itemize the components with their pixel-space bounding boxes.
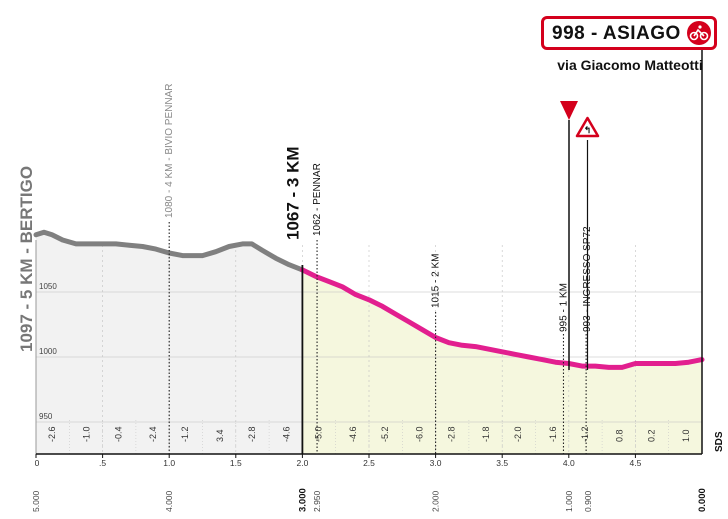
profile-line-layer — [33, 229, 705, 370]
gradient-label: -2.4 — [148, 426, 158, 442]
gradient-label: -1.0 — [82, 426, 92, 442]
waypoint-label: 1015 - 2 KM — [431, 254, 442, 308]
gradient-label: -4.6 — [348, 426, 358, 442]
x-tick-label: .5 — [99, 458, 106, 468]
x-tick-label: 4.0 — [563, 458, 575, 468]
last-km-flag-icon — [560, 101, 578, 120]
waypoint-label: 1080 - 4 KM - BIVIO PENNAR — [164, 83, 175, 218]
x-tick-label: 3.5 — [496, 458, 508, 468]
icon-layer: ↰ — [560, 101, 600, 370]
label-layer: -2.6 -1.0 -0.4 -2.4 -1.2 3.4 -2.8 -4.6 -5.0 -4.6 -… — [17, 83, 725, 454]
x-tick-label: 1.0 — [163, 458, 175, 468]
gradient-label: -1.8 — [481, 426, 491, 442]
y-tick-label: 1050 — [39, 282, 57, 291]
gradient-label: -5.2 — [380, 426, 390, 442]
gradient-label: -0.4 — [114, 426, 124, 442]
curve-sign-glyph: ↰ — [584, 125, 592, 135]
x-tick-label: 1.5 — [230, 458, 242, 468]
x-tick-label: 3.0 — [430, 458, 442, 468]
y-tick-label: 1000 — [39, 347, 57, 356]
km-marker-label: 2.950 — [312, 490, 322, 512]
x-tick-label: 2.0 — [296, 458, 308, 468]
gradient-label: -2.8 — [247, 426, 257, 442]
profile-line-1 — [299, 267, 705, 370]
gradient-label: -2.0 — [513, 426, 523, 442]
x-tick-label: 4.5 — [629, 458, 641, 468]
gradient-label: -5.0 — [313, 426, 323, 442]
km-marker-label: 5.000 — [31, 490, 41, 512]
gradient-label: -1.2 — [580, 426, 590, 442]
finish-label-box: 998 - ASIAGO — [541, 16, 717, 50]
waypoint-label: 995 - 1 KM — [558, 283, 569, 332]
finish-subtitle: via Giacomo Matteotti — [557, 57, 703, 73]
km-marker-label: 2.000 — [431, 490, 441, 512]
grid-layer — [36, 245, 702, 454]
waypoint-label: 1067 - 3 KM — [283, 146, 302, 240]
km-marker-label: 3.000 — [297, 488, 308, 512]
km-marker-label: 0.900 — [583, 490, 593, 512]
profile-line-0 — [33, 229, 305, 273]
bicycle-icon — [687, 21, 711, 45]
waypoint-label: 1062 - PENNAR — [312, 163, 323, 236]
gradient-label: -6.0 — [415, 426, 425, 442]
gradient-label: -2.6 — [47, 426, 57, 442]
km-marker-label: 4.000 — [164, 490, 174, 512]
warning-triangle-icon — [575, 116, 600, 138]
finish-title: 998 - ASIAGO — [552, 23, 681, 44]
axis-layer: 950 1000 1050 0 .5 1.0 1.5 2.0 2.5 3.0 3.5 4.0 4.5 5.… — [31, 50, 708, 512]
gradient-label: -4.6 — [281, 426, 291, 442]
gradient-label: -1.2 — [180, 426, 190, 442]
x-tick-label: 2.5 — [363, 458, 375, 468]
waypoint-label: 1097 - 5 KM - BERTIGO — [17, 166, 36, 352]
gradient-label: -1.6 — [548, 426, 558, 442]
km-marker-label: 0.000 — [697, 488, 708, 512]
gradient-label: -2.8 — [447, 426, 457, 442]
road-label: SDS — [714, 431, 725, 452]
profile-area-0 — [36, 232, 303, 454]
gradient-label: 3.4 — [215, 429, 225, 442]
gradient-label: 0.2 — [646, 429, 656, 442]
x-tick-label: 0 — [35, 458, 40, 468]
gradient-label: 1.0 — [681, 429, 691, 442]
y-tick-label: 950 — [39, 412, 53, 421]
km-marker-label: 1.000 — [564, 490, 574, 512]
gradient-label: 0.8 — [614, 429, 624, 442]
